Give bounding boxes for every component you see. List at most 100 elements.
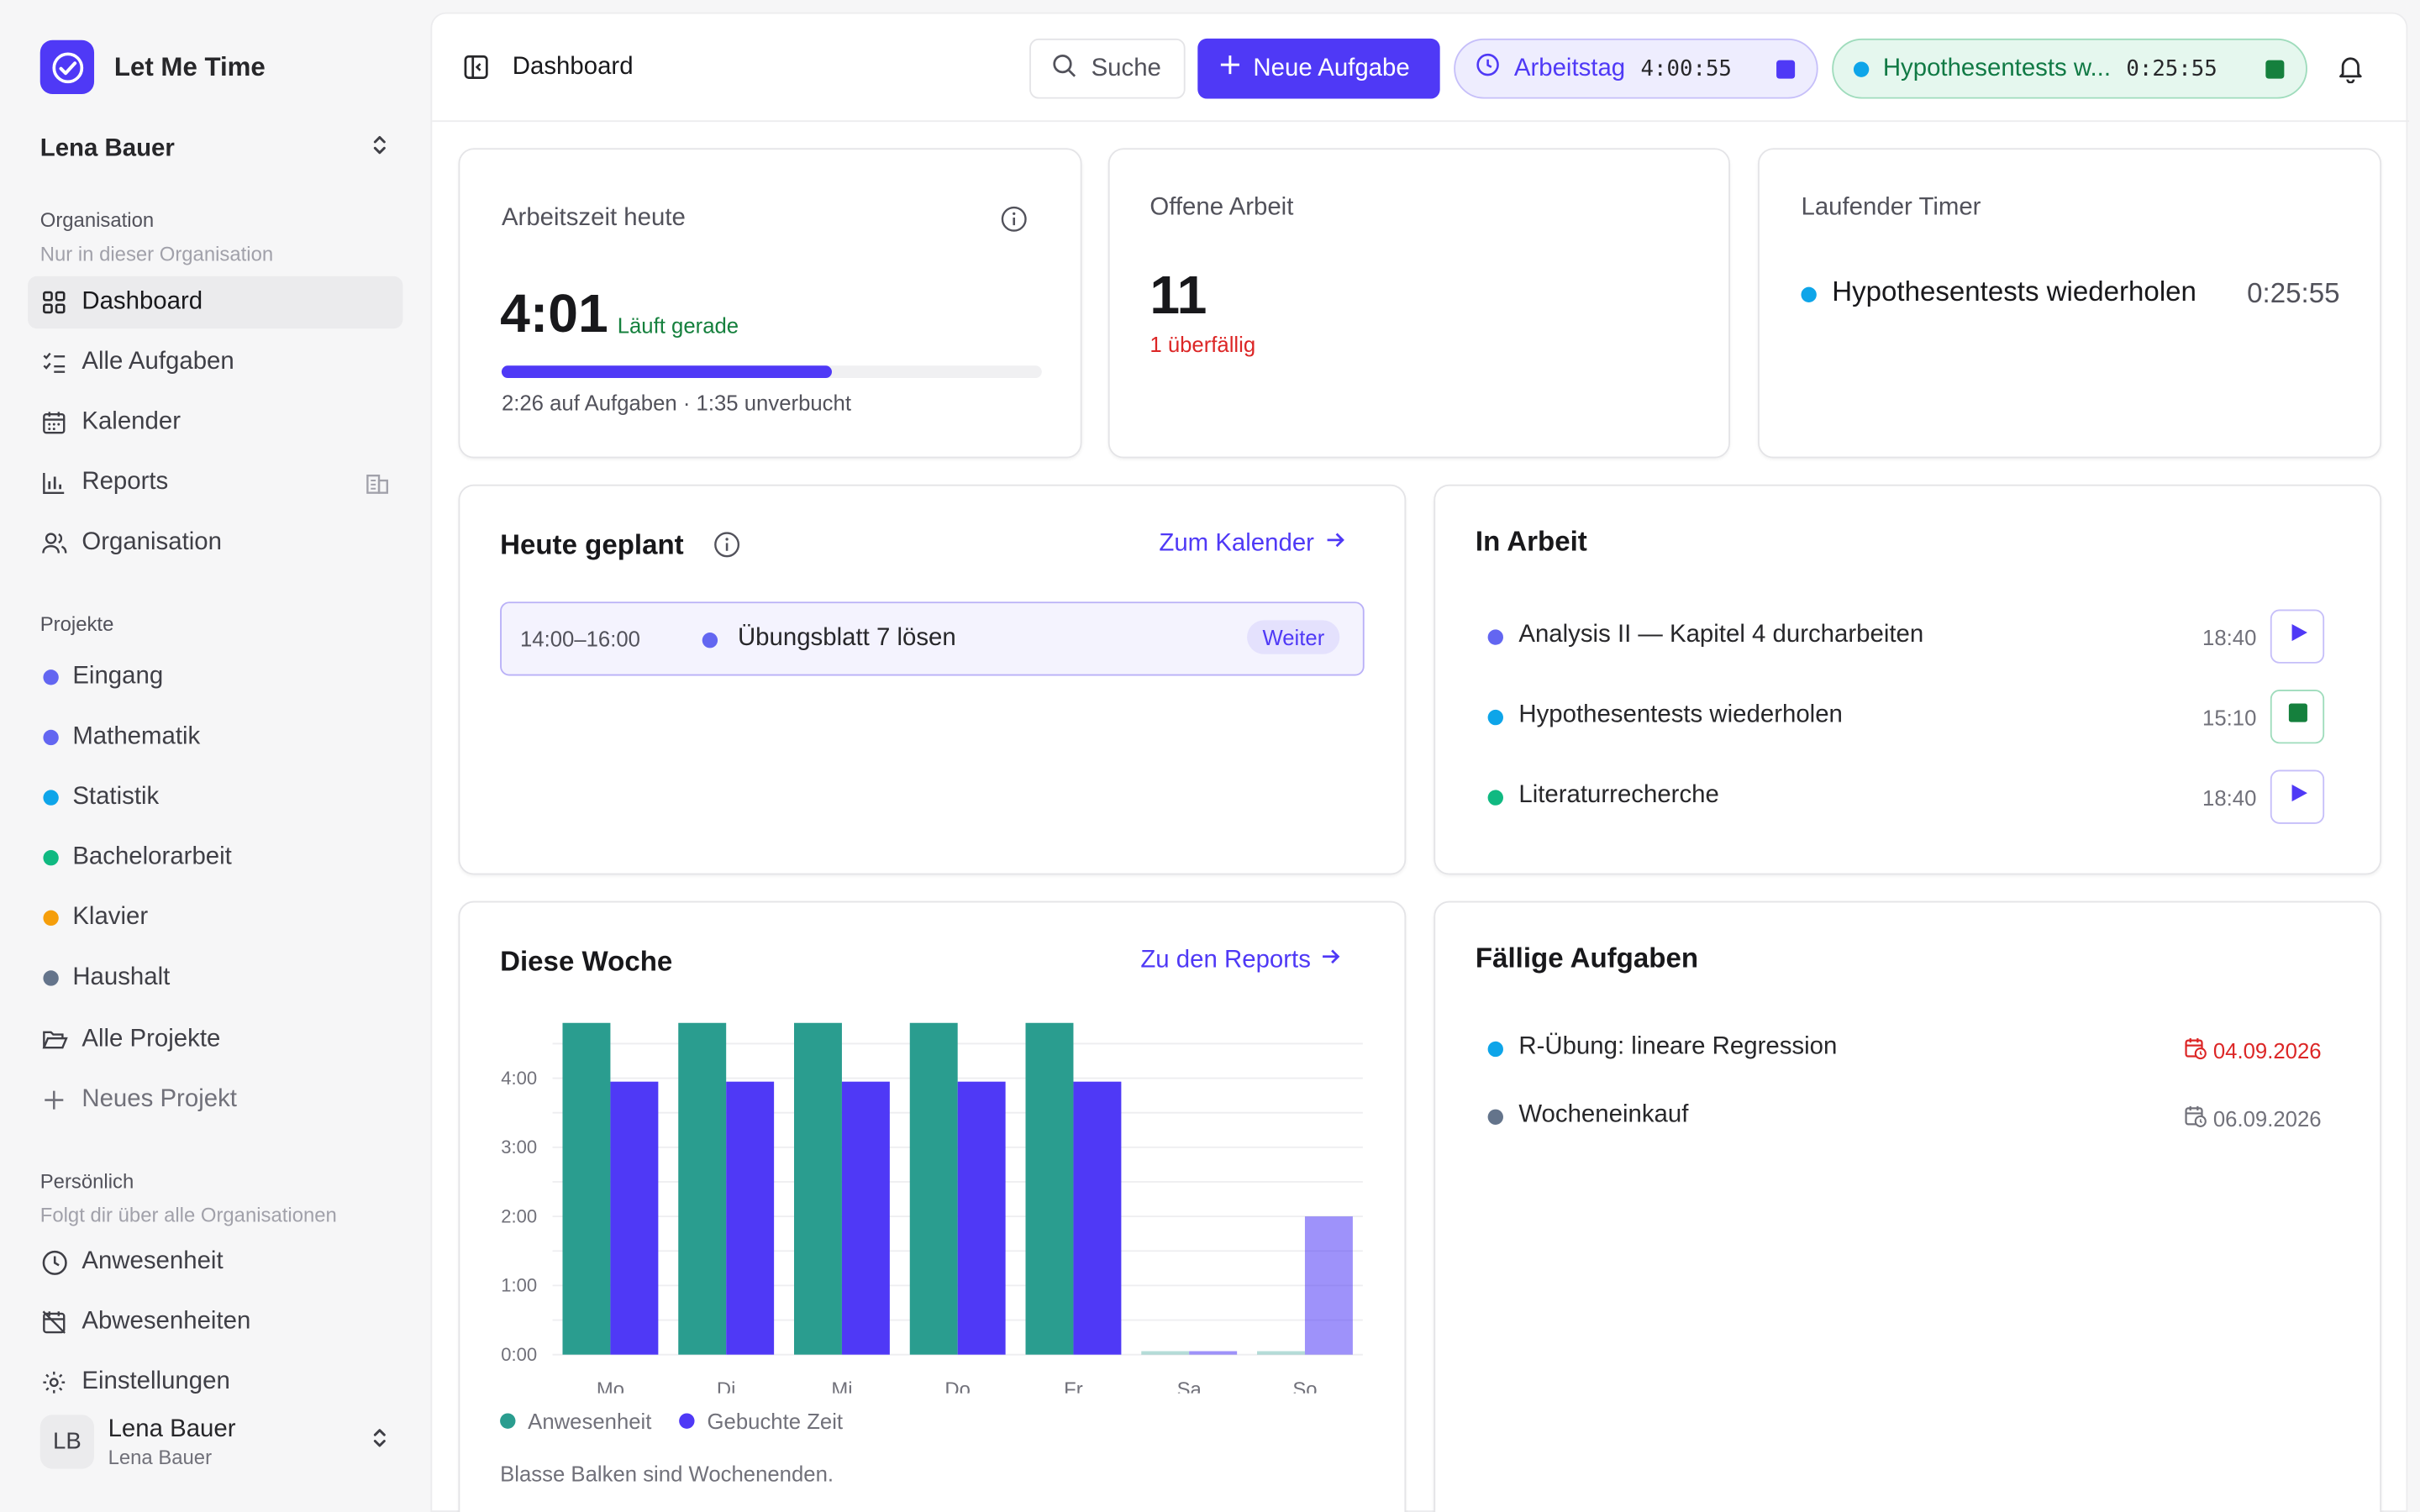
- to-calendar-label: Zum Kalender: [1159, 529, 1314, 557]
- sidebar-item-label: Alle Projekte: [82, 1026, 221, 1053]
- project-color-dot: [43, 729, 59, 746]
- bell-icon[interactable]: [2335, 52, 2366, 91]
- x-tick-label: Fr: [1064, 1378, 1083, 1393]
- bar-anwesenheit-di: [678, 1022, 727, 1355]
- arrow-right-icon: [1320, 946, 1342, 975]
- account-switcher[interactable]: LB Lena Bauer Lena Bauer: [39, 1415, 392, 1469]
- today-title: Heute geplant: [500, 529, 684, 560]
- list-item[interactable]: Analysis II — Kapitel 4 durcharbeiten 18…: [1476, 606, 2340, 668]
- play-icon: [2286, 622, 2308, 651]
- sidebar-project-haushalt[interactable]: Haushalt: [28, 952, 402, 1004]
- sidebar-project-bachelorarbeit[interactable]: Bachelorarbeit: [28, 832, 402, 884]
- task-title: Literaturrecherche: [1518, 782, 1719, 809]
- week-chart-card: Diese Woche Zu den Reports 0:00 1:00 2:00 3…: [458, 900, 1407, 1512]
- stop-task-icon[interactable]: [2265, 60, 2285, 79]
- sidebar-item-organisation[interactable]: Organisation: [28, 517, 402, 569]
- stop-timer-button[interactable]: [2270, 690, 2325, 744]
- grid-icon: [40, 288, 68, 316]
- running-timer-label: Laufender Timer: [1801, 194, 1981, 221]
- bar-anwesenheit-mo: [562, 1022, 611, 1355]
- org-user-switcher[interactable]: Lena Bauer: [40, 133, 392, 165]
- plus-icon: [1219, 54, 1241, 83]
- running-task-pill[interactable]: Hypothesentests w... 0:25:55: [1832, 38, 2307, 99]
- sidebar-project-mathematik[interactable]: Mathematik: [28, 711, 402, 764]
- open-work-card[interactable]: Offene Arbeit 11 1 überfällig: [1107, 148, 1730, 459]
- project-color-dot: [43, 910, 59, 927]
- list-item[interactable]: Wocheneinkauf 06.09.2026: [1476, 1094, 2340, 1140]
- continue-badge[interactable]: Weiter: [1247, 620, 1340, 654]
- list-item[interactable]: Hypothesentests wiederholen 15:10: [1476, 686, 2340, 748]
- y-tick-label: 3:00: [501, 1137, 537, 1158]
- page-title: Dashboard: [512, 54, 634, 81]
- sidebar-item-kalender[interactable]: Kalender: [28, 396, 402, 449]
- worktime-value: 4:01: [500, 283, 608, 344]
- stop-icon: [2286, 702, 2308, 732]
- sidebar-item-anwesenheit[interactable]: Anwesenheit: [28, 1236, 402, 1288]
- worktime-status: Läuft gerade: [617, 312, 739, 339]
- legend-swatch-gebuchte-zeit: [679, 1413, 695, 1429]
- open-work-count: 11: [1150, 265, 1207, 326]
- gear-icon: [40, 1368, 68, 1396]
- account-name: Lena Bauer: [108, 1415, 236, 1442]
- running-timer-card[interactable]: Laufender Timer Hypothesentests wiederho…: [1758, 148, 2382, 459]
- info-icon[interactable]: [713, 531, 741, 566]
- calendar-icon: [40, 409, 68, 437]
- sidebar-item-dashboard[interactable]: Dashboard: [28, 276, 403, 329]
- new-task-button[interactable]: Neue Aufgabe: [1197, 38, 1440, 99]
- info-icon[interactable]: [1000, 205, 1028, 240]
- to-reports-link[interactable]: Zu den Reports: [1140, 946, 1341, 975]
- task-title: Hypothesentests wiederholen: [1518, 701, 1843, 728]
- sidebar-item-alle-aufgaben[interactable]: Alle Aufgaben: [28, 336, 402, 388]
- topbar: Dashboard Suche Neue Aufgabe Arbeitstag …: [432, 14, 2410, 123]
- worktime-card: Arbeitszeit heute 4:01 Läuft gerade 2:26…: [458, 148, 1082, 459]
- start-timer-button[interactable]: [2270, 769, 2325, 824]
- task-color-dot: [1487, 709, 1503, 726]
- list-check-icon: [40, 349, 68, 376]
- main-panel: Dashboard Suche Neue Aufgabe Arbeitstag …: [430, 12, 2410, 1512]
- y-tick-label: 1:00: [501, 1275, 537, 1296]
- sidebar-item-reports[interactable]: Reports: [28, 457, 402, 509]
- sidebar-item-alle-projekte[interactable]: Alle Projekte: [28, 1014, 402, 1066]
- sidebar-item-neues-projekt[interactable]: Neues Projekt: [28, 1074, 402, 1126]
- search-icon: [1051, 52, 1077, 86]
- workday-time: 4:00:55: [1640, 56, 1732, 81]
- org-user-name: Lena Bauer: [39, 134, 175, 161]
- list-item[interactable]: Literaturrecherche 18:40: [1476, 767, 2340, 828]
- to-calendar-link[interactable]: Zum Kalender: [1159, 529, 1344, 559]
- sidebar-project-statistik[interactable]: Statistik: [28, 771, 402, 823]
- project-color-dot: [43, 970, 59, 986]
- x-tick-label: Mi: [831, 1378, 852, 1393]
- project-color-dot: [43, 850, 59, 866]
- y-tick-label: 0:00: [501, 1344, 537, 1365]
- planned-entry-title: Übungsblatt 7 lösen: [737, 624, 956, 652]
- workday-timer-pill[interactable]: Arbeitstag 4:00:55: [1454, 38, 1818, 99]
- list-item[interactable]: R-Übung: lineare Regression 04.09.2026: [1476, 1026, 2340, 1072]
- sidebar-item-label: Statistik: [72, 784, 160, 811]
- sidebar-item-einstellungen[interactable]: Einstellungen: [28, 1356, 402, 1399]
- task-title: R-Übung: lineare Regression: [1518, 1033, 1838, 1060]
- calendar-clock-icon: [2184, 1037, 2207, 1064]
- calendar-off-icon: [40, 1309, 68, 1336]
- folder-open-icon: [40, 1026, 68, 1053]
- sidebar-item-label: Eingang: [72, 663, 164, 690]
- search-button[interactable]: Suche: [1029, 38, 1186, 99]
- sidebar-toggle-icon[interactable]: [463, 54, 489, 87]
- task-color-dot: [1487, 790, 1503, 806]
- chart-note: Blasse Balken sind Wochenenden.: [500, 1461, 834, 1486]
- sidebar-item-label: Klavier: [72, 904, 149, 931]
- sidebar-item-abwesenheiten[interactable]: Abwesenheiten: [28, 1296, 402, 1348]
- sidebar-item-label: Kalender: [82, 408, 181, 435]
- users-icon: [40, 529, 68, 557]
- chart-legend: Anwesenheit Gebuchte Zeit: [500, 1409, 843, 1433]
- planned-entry[interactable]: 14:00–16:00 Übungsblatt 7 lösen Weiter: [500, 601, 1365, 676]
- sidebar-project-klavier[interactable]: Klavier: [28, 892, 402, 944]
- bar-gebuchte-zeit-do: [957, 1081, 1006, 1355]
- sidebar-item-label: Organisation: [82, 529, 222, 556]
- due-date: 04.09.2026: [2212, 1038, 2322, 1063]
- start-timer-button[interactable]: [2270, 609, 2325, 664]
- legend-label-gebuchte-zeit: Gebuchte Zeit: [707, 1408, 844, 1434]
- stop-workday-icon[interactable]: [1776, 60, 1796, 79]
- sidebar-item-label: Haushalt: [72, 963, 171, 991]
- brand[interactable]: Let Me Time: [39, 39, 266, 95]
- sidebar-project-eingang[interactable]: Eingang: [28, 651, 402, 703]
